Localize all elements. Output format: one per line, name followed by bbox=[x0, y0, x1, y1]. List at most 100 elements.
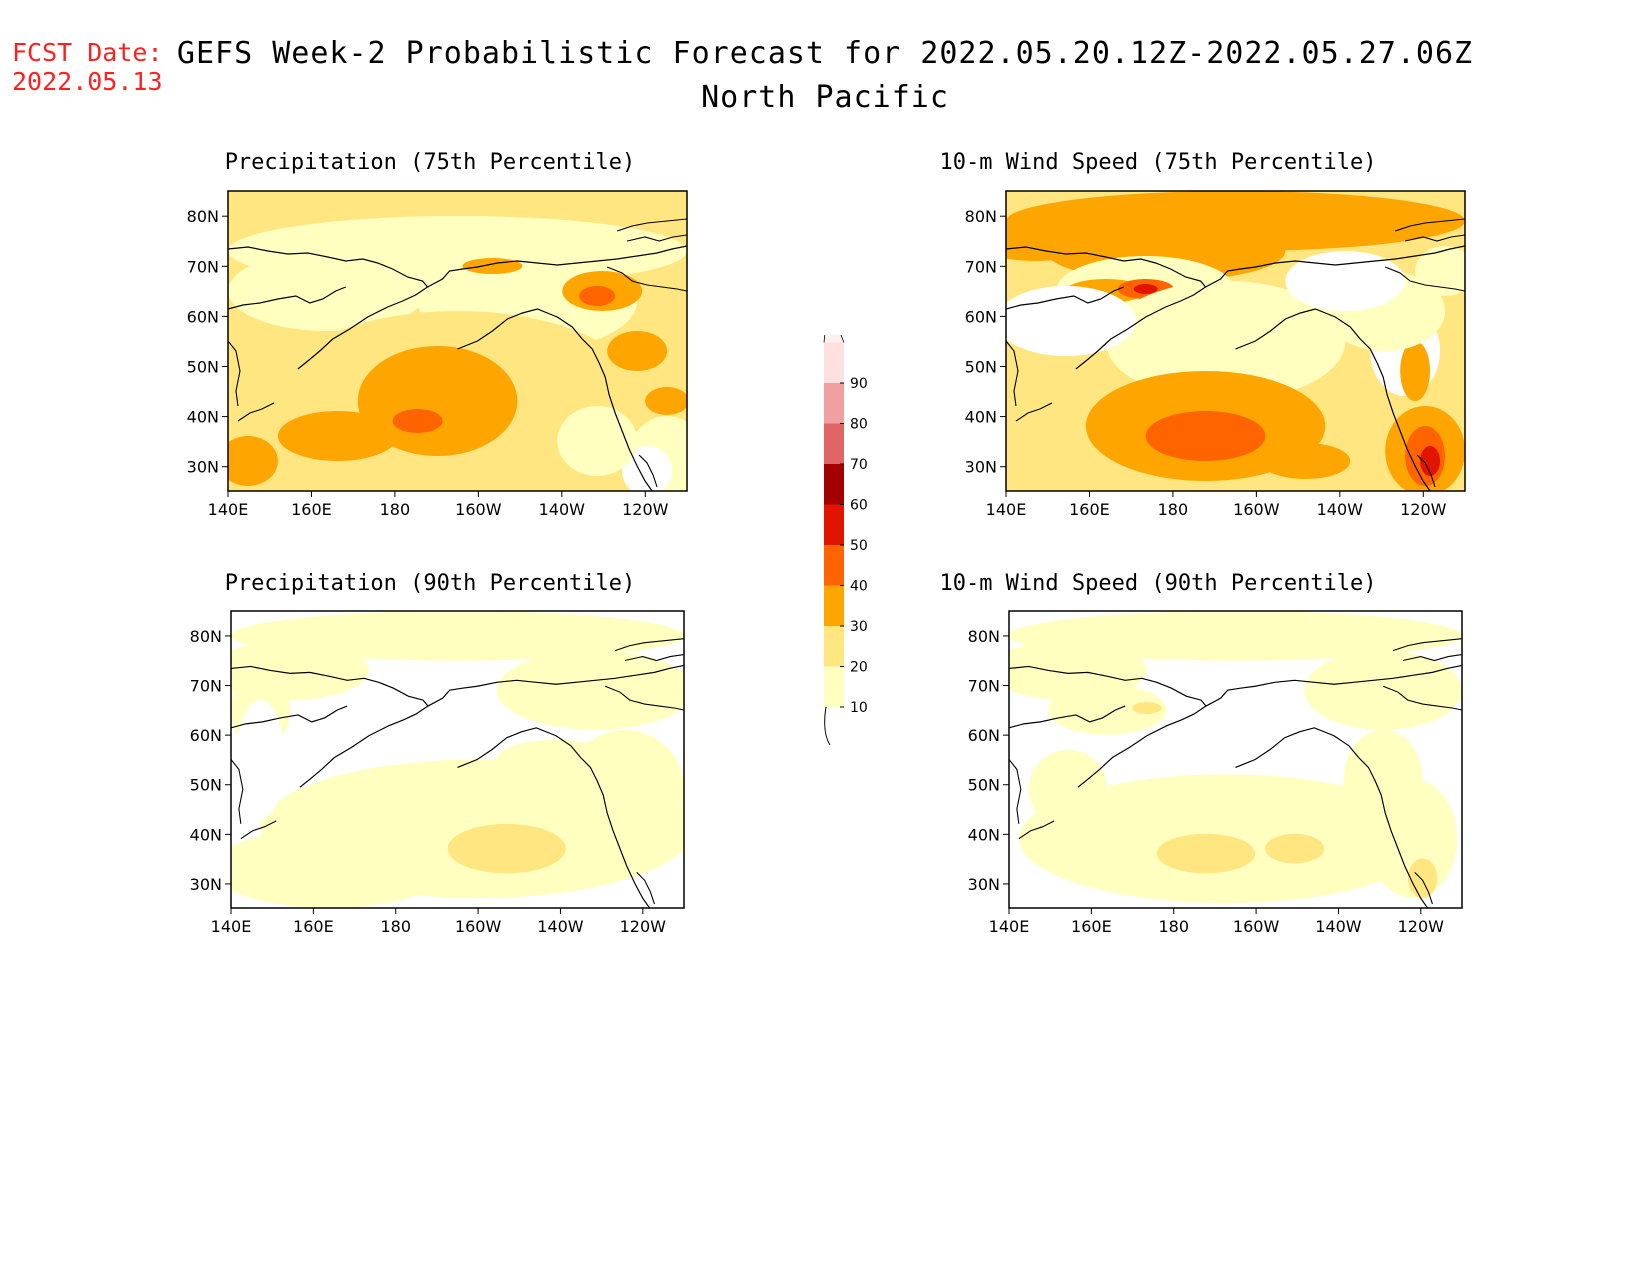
map-frame bbox=[1008, 610, 1463, 909]
field-contour bbox=[447, 823, 566, 874]
lat-label: 30N bbox=[190, 875, 222, 894]
title-line-2: North Pacific bbox=[701, 80, 949, 115]
lon-label: 180 bbox=[1158, 500, 1189, 519]
lon-label: 180 bbox=[1158, 917, 1189, 936]
panel-title-wind-90: 10-m Wind Speed (90th Percentile) bbox=[939, 571, 1377, 596]
lat-label: 70N bbox=[968, 677, 1000, 696]
lon-label: 160E bbox=[291, 500, 332, 519]
field-contour bbox=[1420, 446, 1441, 476]
colorbar-label: 30 bbox=[850, 619, 868, 635]
lat-label: 30N bbox=[187, 458, 219, 477]
colorbar-label: 80 bbox=[850, 417, 868, 433]
colorbar: 10 20 30 40 50 60 70 80 90 bbox=[823, 335, 868, 745]
field-contour bbox=[1028, 749, 1108, 829]
colorbar-label: 70 bbox=[850, 457, 868, 473]
field-contour bbox=[1145, 411, 1266, 461]
field-contour bbox=[645, 387, 687, 415]
lon-label: 160E bbox=[1069, 500, 1110, 519]
lon-label: 120W bbox=[622, 500, 669, 519]
colorbar-swatch bbox=[824, 504, 844, 545]
lat-label: 80N bbox=[968, 627, 1000, 646]
lat-label: 70N bbox=[187, 257, 219, 276]
lon-label: 160E bbox=[1071, 917, 1112, 936]
colorbar-swatch bbox=[824, 383, 844, 424]
lat-label: 60N bbox=[965, 307, 997, 326]
field-contour bbox=[1400, 341, 1431, 401]
field-contour bbox=[357, 346, 518, 456]
lat-label: 50N bbox=[965, 358, 997, 377]
field-contour bbox=[1265, 833, 1325, 864]
colorbar-swatch bbox=[824, 464, 844, 505]
title-line-1: GEFS Week-2 Probabilistic Forecast for 2… bbox=[176, 36, 1474, 71]
lat-label: 30N bbox=[968, 875, 1000, 894]
panel-title-precip-75: Precipitation (75th Percentile) bbox=[224, 150, 636, 175]
lon-label: 180 bbox=[380, 917, 411, 936]
lat-label: 60N bbox=[968, 726, 1000, 745]
colorbar-swatch bbox=[824, 423, 844, 464]
field-contour bbox=[557, 406, 638, 476]
lon-label: 120W bbox=[620, 917, 667, 936]
lon-label: 140E bbox=[211, 917, 252, 936]
lat-label: 70N bbox=[965, 257, 997, 276]
field-contour bbox=[1285, 251, 1406, 311]
colorbar-swatch bbox=[824, 585, 844, 626]
lat-label: 30N bbox=[965, 458, 997, 477]
map-panel-4: 80N 70N 60N 50N 40N 30N 140E 160E 180 160W 140W 120… bbox=[968, 610, 1463, 936]
lon-label: 160E bbox=[293, 917, 334, 936]
field-contour bbox=[228, 251, 428, 331]
lat-label: 80N bbox=[965, 207, 997, 226]
lat-label: 70N bbox=[190, 677, 222, 696]
field-contour bbox=[1304, 650, 1462, 730]
colorbar-lower-tip bbox=[824, 706, 831, 745]
lon-label: 180 bbox=[380, 500, 411, 519]
field-contour bbox=[1260, 443, 1351, 479]
field-contour bbox=[462, 258, 523, 274]
map-frame bbox=[1005, 190, 1466, 492]
colorbar-swatch bbox=[824, 626, 844, 667]
field-contour bbox=[235, 700, 286, 819]
fcst-date-heading: FCST Date: bbox=[12, 38, 163, 67]
colorbar-label: 10 bbox=[850, 700, 868, 716]
field-contour bbox=[1009, 611, 1462, 661]
field-contour bbox=[579, 286, 616, 306]
colorbar-label: 40 bbox=[850, 579, 868, 595]
colorbar-swatch bbox=[824, 666, 844, 707]
colorbar-swatch bbox=[824, 342, 844, 383]
lat-label: 50N bbox=[968, 776, 1000, 795]
colorbar-label: 60 bbox=[850, 498, 868, 514]
field-contour bbox=[231, 611, 684, 661]
field-contour bbox=[1133, 284, 1158, 294]
lat-label: 80N bbox=[187, 207, 219, 226]
field-contour bbox=[622, 446, 673, 491]
field-contour bbox=[607, 331, 668, 371]
field-contour bbox=[1006, 286, 1136, 356]
map-panel-3: 80N 70N 60N 50N 40N 30N 140E 160E 180 160W 140W 120… bbox=[190, 610, 685, 936]
forecast-date-label: FCST Date: 2022.05.13 bbox=[12, 38, 163, 96]
colorbar-upper-tip bbox=[823, 335, 845, 343]
lon-label: 140E bbox=[989, 917, 1030, 936]
field-contour bbox=[1132, 702, 1162, 714]
panel-title-precip-90: Precipitation (90th Percentile) bbox=[224, 571, 636, 596]
field-contour bbox=[228, 436, 278, 486]
map-panel-1: 80N 70N 60N 50N 40N 30N 140E 160E 180 160W 140W 120… bbox=[187, 190, 688, 519]
field-contour bbox=[1343, 729, 1423, 829]
colorbar-swatch bbox=[824, 545, 844, 586]
field-contour bbox=[1105, 281, 1346, 401]
lon-label: 140W bbox=[1315, 917, 1362, 936]
map-panel-2: 80N 70N 60N 50N 40N 30N 140E 160E 180 160W 140W 120… bbox=[965, 190, 1466, 519]
lat-label: 40N bbox=[190, 825, 222, 844]
lon-label: 140W bbox=[1317, 500, 1364, 519]
lat-label: 40N bbox=[965, 408, 997, 427]
figure-title: GEFS Week-2 Probabilistic Forecast for 2… bbox=[0, 32, 1650, 120]
colorbar-label: 20 bbox=[850, 660, 868, 676]
colorbar-label: 50 bbox=[850, 538, 868, 554]
lat-label: 50N bbox=[187, 358, 219, 377]
field-contour bbox=[496, 739, 616, 780]
lat-label: 80N bbox=[190, 627, 222, 646]
field-contour bbox=[392, 409, 443, 433]
field-contour bbox=[1156, 833, 1256, 874]
lon-label: 160W bbox=[455, 500, 502, 519]
lat-label: 60N bbox=[187, 307, 219, 326]
lon-label: 160W bbox=[1233, 500, 1280, 519]
